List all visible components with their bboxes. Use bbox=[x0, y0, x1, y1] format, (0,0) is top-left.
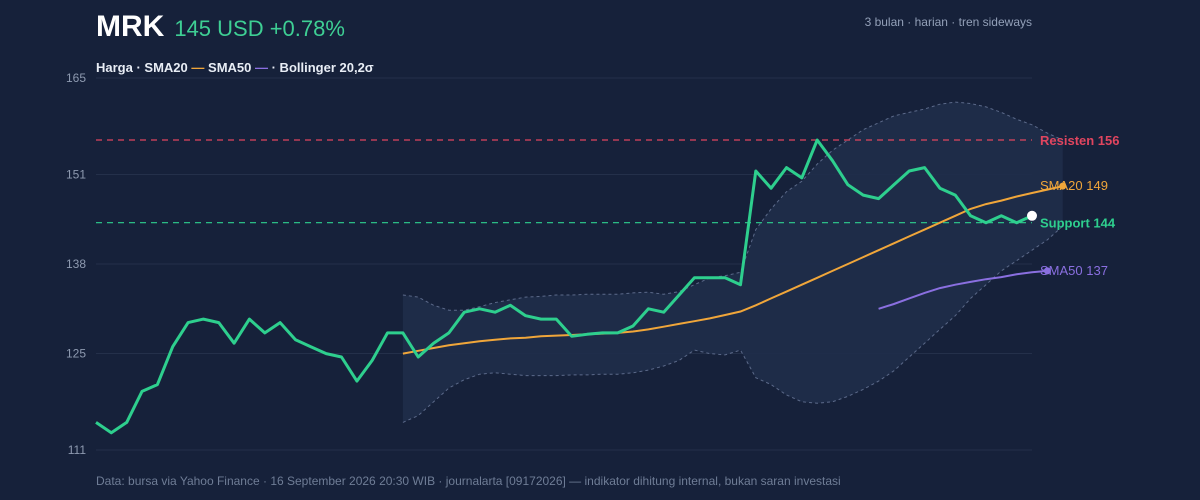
legend-sma50: SMA50 bbox=[204, 60, 252, 75]
legend-sma20: SMA20 bbox=[144, 60, 188, 75]
legend-sep: · bbox=[132, 60, 145, 75]
y-tick-138: 138 bbox=[66, 257, 86, 271]
levels-layer bbox=[96, 139, 1032, 224]
price-end-marker bbox=[1027, 210, 1037, 221]
sma50-line bbox=[878, 269, 1048, 310]
sma20-end-label: SMA20 149 bbox=[1040, 178, 1108, 193]
y-tick-125: 125 bbox=[66, 347, 86, 361]
legend-bollinger: · Bollinger 20,2σ bbox=[268, 60, 374, 75]
price-line bbox=[95, 138, 1033, 435]
chart-meta: 3 bulan · harian · tren sideways bbox=[864, 15, 1032, 29]
bollinger-upper-line bbox=[402, 101, 1063, 311]
ticker-symbol: MRK bbox=[96, 10, 165, 43]
legend-sma20-swatch: — bbox=[187, 60, 205, 75]
y-tick-165: 165 bbox=[66, 71, 86, 85]
level-support-label: Support 144 bbox=[1040, 216, 1116, 231]
sma50-end-marker bbox=[1043, 267, 1051, 275]
price-change: 145 USD +0.78% bbox=[174, 16, 345, 41]
sma50-end-label: SMA50 137 bbox=[1040, 263, 1108, 278]
legend: Harga · SMA20 — SMA50 — · Bollinger 20,2… bbox=[96, 60, 374, 75]
sma20-line bbox=[402, 185, 1063, 355]
y-tick-111: 111 bbox=[68, 443, 87, 457]
bollinger-band-fill bbox=[402, 102, 1063, 423]
bollinger-lower-line bbox=[402, 225, 1064, 423]
level-resisten-label: Resisten 156 bbox=[1040, 133, 1120, 148]
sma20-end-marker bbox=[1059, 182, 1067, 190]
series-layer bbox=[95, 138, 1067, 435]
legend-sma50-swatch: — bbox=[251, 60, 268, 75]
bollinger-band bbox=[402, 101, 1064, 423]
y-tick-151: 151 bbox=[66, 167, 86, 181]
legend-price: Harga bbox=[96, 60, 133, 75]
footer-source: Data: bursa via Yahoo Finance · 16 Septe… bbox=[96, 474, 841, 488]
chart-header: MRK 145 USD +0.78% bbox=[96, 10, 345, 44]
labels-layer: 165 151 138 125 111 Resisten 156 Support 144 SM… bbox=[66, 71, 1120, 457]
